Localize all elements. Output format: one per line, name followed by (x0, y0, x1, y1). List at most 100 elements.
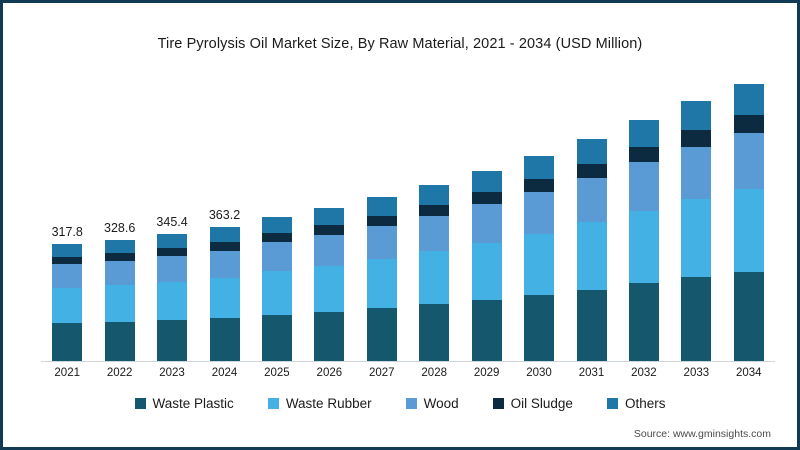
bar-group[interactable] (681, 81, 712, 361)
bar-group[interactable] (524, 81, 555, 361)
bar-segment[interactable] (681, 277, 712, 361)
bar-segment[interactable] (733, 271, 764, 361)
bar-segment[interactable] (157, 281, 188, 321)
bar-segment[interactable] (471, 204, 502, 243)
bar-stack (524, 156, 555, 361)
bar-segment[interactable] (104, 239, 135, 254)
bar-segment[interactable] (628, 283, 659, 361)
bar-segment[interactable] (366, 258, 397, 309)
bar-group[interactable] (314, 81, 345, 361)
bar-segment[interactable] (314, 234, 345, 266)
bar-segment[interactable] (524, 156, 555, 180)
bar-segment[interactable] (209, 277, 240, 318)
chart-legend: Waste Plastic Waste Rubber Wood Oil Sludge O… (3, 396, 797, 411)
legend-item-waste-plastic[interactable]: Waste Plastic (134, 396, 234, 411)
bar-group[interactable] (419, 81, 450, 361)
x-axis-tick-label: 2029 (473, 367, 500, 379)
bar-segment[interactable] (261, 271, 292, 315)
bar-segment[interactable] (157, 233, 188, 249)
bar-group[interactable]: 345.4 (156, 81, 188, 361)
bar-group[interactable]: 363.2 (209, 81, 240, 361)
bar-segment[interactable] (52, 264, 83, 289)
bar-stack (681, 101, 712, 361)
bar-segment[interactable] (471, 242, 502, 300)
bar-segment[interactable] (366, 226, 397, 259)
bar-segment[interactable] (314, 311, 345, 361)
bar-segment[interactable] (366, 215, 397, 227)
legend-item-others[interactable]: Others (606, 396, 665, 411)
bar-segment[interactable] (681, 101, 712, 131)
bar-group[interactable] (471, 81, 502, 361)
bar-segment[interactable] (104, 285, 135, 322)
bar-group[interactable] (366, 81, 397, 361)
bar-segment[interactable] (366, 308, 397, 361)
bar-group[interactable]: 328.6 (104, 81, 135, 361)
bar-segment[interactable] (576, 222, 607, 290)
bar-segment[interactable] (157, 320, 188, 361)
bar-segment[interactable] (628, 210, 659, 284)
source-note: Source: www.gminsights.com (633, 428, 771, 440)
bar-segment[interactable] (261, 314, 292, 361)
bar-segment[interactable] (576, 138, 607, 164)
bar-segment[interactable] (104, 253, 135, 262)
bar-segment[interactable] (261, 216, 292, 233)
bar-group[interactable] (261, 81, 292, 361)
bar-segment[interactable] (419, 215, 450, 252)
bar-segment[interactable] (419, 304, 450, 361)
bar-segment[interactable] (52, 243, 83, 258)
legend-label: Wood (423, 396, 459, 411)
bar-segment[interactable] (52, 257, 83, 265)
bar-segment[interactable] (314, 265, 345, 312)
bar-segment[interactable] (733, 83, 764, 116)
x-axis-line (41, 361, 775, 362)
bar-segment[interactable] (524, 192, 555, 234)
bar-segment[interactable] (681, 146, 712, 200)
bar-segment[interactable] (314, 225, 345, 235)
bar-segment[interactable] (524, 295, 555, 361)
bar-segment[interactable] (419, 184, 450, 205)
bar-stack (733, 83, 764, 361)
bar-segment[interactable] (733, 188, 764, 272)
bar-segment[interactable] (314, 207, 345, 226)
bar-segment[interactable] (261, 242, 292, 272)
x-axis-tick-label: 2027 (368, 367, 395, 379)
legend-item-wood[interactable]: Wood (405, 396, 459, 411)
bar-segment[interactable] (366, 197, 397, 216)
bar-segment[interactable] (576, 177, 607, 223)
bar-segment[interactable] (52, 323, 83, 361)
bar-segment[interactable] (209, 317, 240, 361)
bar-segment[interactable] (471, 171, 502, 193)
bar-group[interactable] (576, 81, 607, 361)
bar-segment[interactable] (104, 321, 135, 361)
bar-group[interactable] (628, 81, 659, 361)
bar-segment[interactable] (157, 256, 188, 282)
legend-item-waste-rubber[interactable]: Waste Rubber (267, 396, 372, 411)
bar-segment[interactable] (628, 119, 659, 147)
bar-segment[interactable] (471, 192, 502, 205)
bar-segment[interactable] (209, 242, 240, 251)
legend-swatch-icon (267, 398, 279, 409)
bar-segment[interactable] (261, 232, 292, 243)
bar-segment[interactable] (209, 250, 240, 278)
bar-segment[interactable] (157, 248, 188, 257)
bar-segment[interactable] (524, 233, 555, 296)
bar-segment[interactable] (628, 146, 659, 163)
bar-segment[interactable] (681, 199, 712, 278)
bar-segment[interactable] (628, 162, 659, 211)
bar-segment[interactable] (209, 227, 240, 243)
legend-item-oil-sludge[interactable]: Oil Sludge (492, 396, 573, 411)
bar-segment[interactable] (733, 115, 764, 133)
bar-segment[interactable] (576, 289, 607, 361)
bar-segment[interactable] (419, 251, 450, 305)
bar-segment[interactable] (576, 163, 607, 178)
bar-segment[interactable] (104, 261, 135, 286)
bar-stack (471, 171, 502, 361)
bar-group[interactable]: 317.8 (52, 81, 83, 361)
bar-segment[interactable] (419, 204, 450, 216)
bar-group[interactable] (733, 81, 764, 361)
bar-segment[interactable] (52, 288, 83, 324)
bar-segment[interactable] (471, 299, 502, 361)
bar-segment[interactable] (681, 130, 712, 147)
bar-segment[interactable] (733, 132, 764, 189)
bar-segment[interactable] (524, 179, 555, 193)
